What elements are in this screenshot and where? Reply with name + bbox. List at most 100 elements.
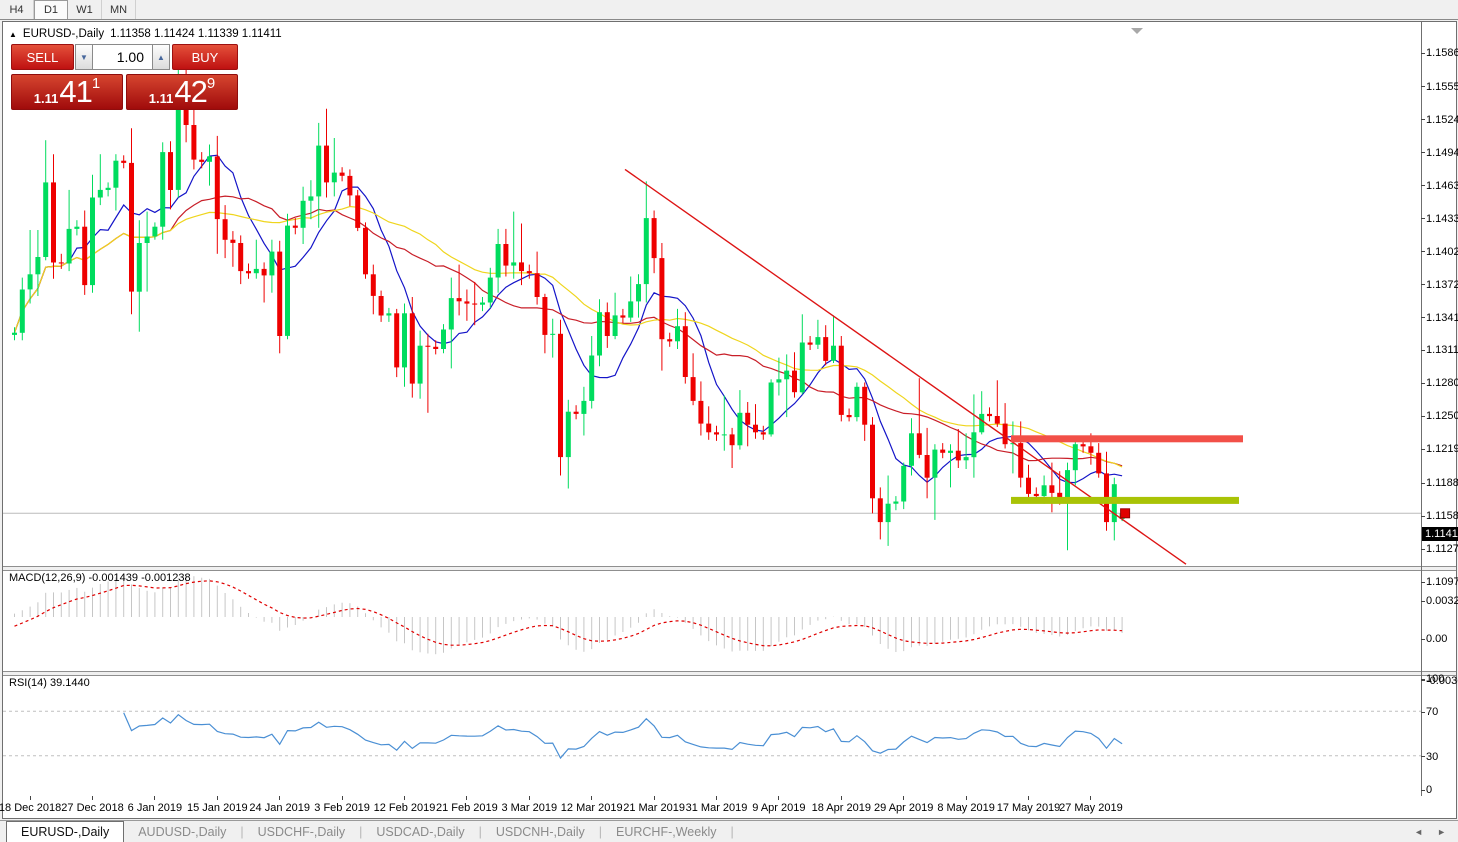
price-axis-tick xyxy=(1421,449,1425,450)
rsi-axis-tick xyxy=(1421,790,1425,791)
chart-shift-icon xyxy=(1131,28,1143,34)
price-axis-tick xyxy=(1421,582,1425,583)
macd-canvas[interactable] xyxy=(3,572,1421,671)
price-axis-label: 1.11580 xyxy=(1426,510,1458,522)
volume-input[interactable] xyxy=(93,44,152,70)
time-axis-label: 21 Mar 2019 xyxy=(623,802,685,814)
buy-quote[interactable]: 1.11 42 9 xyxy=(126,74,238,110)
rsi-value: 39.1440 xyxy=(49,677,90,689)
time-axis-tick xyxy=(778,796,779,800)
time-axis-label: 31 Mar 2019 xyxy=(685,802,748,814)
tab-separator: | xyxy=(478,824,482,839)
time-axis-label: 17 May 2019 xyxy=(996,802,1061,814)
chart-tab-eurchf[interactable]: EURCHF-,Weekly xyxy=(616,824,717,839)
macd-axis-label: 0.00328 xyxy=(1426,595,1458,608)
period-button-h4[interactable]: H4 xyxy=(0,0,34,19)
chart-tab-usdcnh[interactable]: USDCNH-,Daily xyxy=(495,824,585,839)
time-axis-label: 18 Dec 2018 xyxy=(0,802,62,814)
time-axis[interactable]: 18 Dec 2018 27 Dec 2018 6 Jan 2019 15 Jan 2… xyxy=(0,796,1456,818)
time-axis-label: 15 Jan 2019 xyxy=(187,802,248,814)
macd-axis-tick xyxy=(1421,601,1425,602)
rsi-axis-tick xyxy=(1421,712,1425,713)
tab-scroll-left-icon[interactable]: ◄ xyxy=(1414,827,1424,837)
ohlc-values: 1.11358 1.11424 1.11339 1.11411 xyxy=(110,28,282,40)
period-button-w1[interactable]: W1 xyxy=(68,0,102,19)
time-axis-tick xyxy=(92,796,93,800)
time-axis-label: 29 Apr 2019 xyxy=(874,802,934,814)
chart-tab-usdcad[interactable]: USDCAD-,Daily xyxy=(376,824,465,839)
price-axis-label: 1.14635 xyxy=(1426,179,1458,192)
sell-button[interactable]: SELL xyxy=(11,44,74,70)
price-axis-label: 1.11275 xyxy=(1426,543,1458,555)
price-axis-label: 1.11885 xyxy=(1426,477,1458,489)
macd-name: MACD(12,26,9) xyxy=(9,572,86,584)
price-axis-tick xyxy=(1421,416,1425,417)
tab-scroll-right-icon[interactable]: ► xyxy=(1437,827,1446,837)
chart-tab-bar: EURUSD-,Daily AUDUSD-,Daily | USDCHF-,Daily… xyxy=(0,820,1458,842)
price-chart-canvas[interactable] xyxy=(3,23,1421,566)
rsi-axis-tick xyxy=(1421,679,1425,680)
rsi-axis-tick xyxy=(1421,756,1425,757)
time-axis-label: 3 Mar 2019 xyxy=(501,802,558,814)
sell-price-big: 41 xyxy=(59,74,92,109)
panel-splitter[interactable] xyxy=(3,566,1456,571)
axis-divider xyxy=(1421,22,1422,796)
chart-tab-usdchf[interactable]: USDCHF-,Daily xyxy=(257,824,346,839)
volume-increase-button[interactable]: ▲ xyxy=(152,44,170,70)
macd-axis-label: -0.00365 xyxy=(1426,674,1458,687)
price-axis-label: 1.12500 xyxy=(1426,410,1458,423)
price-axis-label: 1.13110 xyxy=(1426,344,1458,357)
current-price-tag: 1.11411 xyxy=(1422,527,1458,542)
tab-separator: | xyxy=(598,824,603,839)
collapse-trade-panel-icon[interactable]: ▲ xyxy=(9,29,17,39)
chart-window: ▲ EURUSD-,Daily 1.11358 1.11424 1.11339 … xyxy=(0,21,1458,819)
price-axis-tick xyxy=(1421,516,1425,517)
rsi-canvas[interactable] xyxy=(3,677,1421,796)
sell-price-sup: 1 xyxy=(91,75,101,92)
chart-tab-audusd[interactable]: AUDUSD-,Daily xyxy=(138,824,227,839)
price-axis-label: 1.14330 xyxy=(1426,212,1458,225)
time-axis-label: 27 Dec 2018 xyxy=(61,802,124,814)
period-button-mn[interactable]: MN xyxy=(102,0,136,19)
time-axis-tick xyxy=(966,796,967,800)
time-axis-label: 24 Jan 2019 xyxy=(249,802,310,814)
period-toolbar: H4 D1 W1 MN xyxy=(0,0,1458,20)
symbol-title: EURUSD-,Daily xyxy=(22,28,105,40)
time-axis-label: 12 Mar 2019 xyxy=(560,802,623,814)
time-axis-label: 18 Apr 2019 xyxy=(811,802,871,814)
time-axis-tick xyxy=(404,796,405,800)
tab-separator: | xyxy=(359,824,363,839)
volume-decrease-button[interactable]: ▼ xyxy=(75,44,93,70)
buy-price-sup: 9 xyxy=(206,75,216,92)
price-axis-label: 1.12805 xyxy=(1426,377,1458,390)
period-button-d1[interactable]: D1 xyxy=(34,0,68,19)
time-axis-tick xyxy=(217,796,218,800)
time-axis-tick xyxy=(1028,796,1029,800)
tab-list: EURUSD-,Daily AUDUSD-,Daily | USDCHF-,Daily… xyxy=(0,821,734,842)
rsi-label: RSI(14) 39.1440 xyxy=(9,677,90,689)
macd-axis-tick xyxy=(1421,680,1425,681)
rsi-axis-label: 70 xyxy=(1426,706,1439,719)
price-axis-label: 1.13720 xyxy=(1426,278,1458,291)
time-axis-tick xyxy=(903,796,904,800)
buy-price-small: 1.11 xyxy=(148,91,174,106)
panel-splitter[interactable] xyxy=(3,671,1456,676)
rsi-axis-label: 0 xyxy=(1426,784,1433,796)
price-axis-tick xyxy=(1421,284,1425,285)
chart-tab-eurusd[interactable]: EURUSD-,Daily xyxy=(6,821,125,842)
time-axis-tick xyxy=(591,796,592,800)
tab-nav: ◄ ► xyxy=(1414,821,1446,842)
sell-quote[interactable]: 1.11 41 1 xyxy=(11,74,123,110)
price-axis-tick xyxy=(1421,119,1425,120)
price-axis-tick xyxy=(1421,218,1425,219)
chart-info: ▲ EURUSD-,Daily 1.11358 1.11424 1.11339 … xyxy=(9,28,282,40)
price-axis-tick xyxy=(1421,53,1425,54)
sell-price-small: 1.11 xyxy=(33,91,59,106)
time-axis-tick xyxy=(279,796,280,800)
price-axis-tick xyxy=(1421,317,1425,318)
price-axis-label: 1.15245 xyxy=(1426,113,1458,126)
buy-button[interactable]: BUY xyxy=(172,44,238,70)
time-axis-label: 8 May 2019 xyxy=(937,802,995,814)
macd-axis-label: 0.00 xyxy=(1426,633,1448,645)
